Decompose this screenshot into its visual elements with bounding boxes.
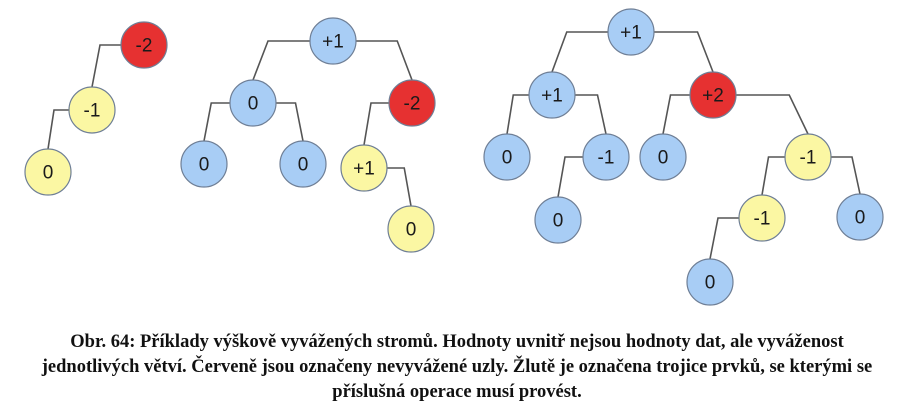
tree-3-node-f-circle xyxy=(534,196,582,244)
tree-3-edge-b-e xyxy=(572,94,607,135)
tree-2-edge-a-b xyxy=(252,40,313,81)
tree-3-node-e: -1 xyxy=(582,133,630,181)
caption-line-3: příslušná operace musí provést. xyxy=(332,382,582,402)
tree-1-node-b-label: -1 xyxy=(84,101,101,122)
tree-2-node-b: 0 xyxy=(229,79,277,127)
figure-caption: Obr. 64: Příklady výškově vyvážených str… xyxy=(0,330,914,405)
tree-2-node-g: 0 xyxy=(387,205,435,253)
tree-3-node-a-circle xyxy=(607,8,655,56)
tree-1-edge-a-b xyxy=(91,44,124,88)
caption-line-2: jednotlivých větví. Červeně jsou označen… xyxy=(41,357,873,377)
edges-layer xyxy=(47,31,861,260)
tree-3-node-i-label: -1 xyxy=(754,209,771,230)
tree-3-node-g: 0 xyxy=(639,133,687,181)
tree-3-node-h-circle xyxy=(784,133,832,181)
tree-2-node-a-circle xyxy=(309,17,357,65)
tree-2-node-d: 0 xyxy=(180,140,228,188)
tree-3-node-j: 0 xyxy=(836,193,884,241)
tree-3-edge-i-k xyxy=(709,217,742,260)
tree-3-node-c: +2 xyxy=(689,71,737,119)
tree-3-node-f: 0 xyxy=(534,196,582,244)
tree-2-edge-b-d xyxy=(203,102,233,142)
tree-3-node-i: -1 xyxy=(738,194,786,242)
tree-2-node-c: -2 xyxy=(388,79,436,127)
tree-2-edge-f-g xyxy=(384,167,412,207)
tree-2-node-d-label: 0 xyxy=(199,155,210,176)
tree-3-node-f-label: 0 xyxy=(553,211,564,232)
tree-2-node-g-circle xyxy=(387,205,435,253)
tree-3-edge-c-g xyxy=(662,94,693,135)
tree-3-node-c-label: +2 xyxy=(702,86,724,107)
tree-3-node-g-circle xyxy=(639,133,687,181)
tree-3-node-j-label: 0 xyxy=(855,208,866,229)
tree-3-node-b-circle xyxy=(528,71,576,119)
tree-2-node-f-label: +1 xyxy=(353,159,375,180)
tree-2-node-f-circle xyxy=(340,144,388,192)
tree-3-node-h-label: -1 xyxy=(800,148,817,169)
tree-2-node-g-label: 0 xyxy=(406,220,417,241)
tree-2-node-b-label: 0 xyxy=(248,94,259,115)
tree-3-node-b: +1 xyxy=(528,71,576,119)
tree-3-edge-a-b xyxy=(551,31,611,73)
tree-3-node-a-label: +1 xyxy=(620,23,642,44)
nodes-layer: -2 -1 0 +1 0 -2 0 0 +1 0 +1 +1 +2 0 -1 0 0 -1 -1 0 0 xyxy=(24,8,884,306)
tree-3-node-e-label: -1 xyxy=(598,148,615,169)
tree-3-node-d: 0 xyxy=(483,133,531,181)
tree-3-node-d-circle xyxy=(483,133,531,181)
tree-3-edge-b-d xyxy=(506,94,532,135)
avl-trees-diagram: -2 -1 0 +1 0 -2 0 0 +1 0 +1 +1 +2 0 -1 0 0 -1 -1 0 0 xyxy=(24,8,884,306)
tree-1-node-a-circle xyxy=(120,21,168,69)
tree-3-edge-h-i xyxy=(761,156,788,196)
tree-3-node-b-label: +1 xyxy=(541,86,563,107)
tree-3-edge-a-c xyxy=(651,31,714,73)
tree-1-node-c-label: 0 xyxy=(43,163,54,184)
tree-2-node-c-label: -2 xyxy=(404,94,421,115)
tree-1-node-c-circle xyxy=(24,148,72,196)
tree-1-edge-b-c xyxy=(47,109,72,150)
tree-3-node-h: -1 xyxy=(784,133,832,181)
tree-3-node-k-label: 0 xyxy=(705,273,716,294)
tree-3-edge-e-f xyxy=(557,156,586,198)
tree-2-node-f: +1 xyxy=(340,144,388,192)
tree-2-node-a-label: +1 xyxy=(322,32,344,53)
tree-1-node-a-label: -2 xyxy=(136,36,153,57)
tree-2-node-a: +1 xyxy=(309,17,357,65)
tree-2-node-d-circle xyxy=(180,140,228,188)
tree-2-node-e-circle xyxy=(279,140,327,188)
tree-1-node-b-circle xyxy=(68,86,116,134)
tree-2-node-c-circle xyxy=(388,79,436,127)
tree-3-node-d-label: 0 xyxy=(502,148,513,169)
tree-3-node-c-circle xyxy=(689,71,737,119)
tree-2-edge-b-e xyxy=(273,102,304,142)
tree-2-node-b-circle xyxy=(229,79,277,127)
caption-line-1: Obr. 64: Příklady výškově vyvážených str… xyxy=(70,332,844,352)
tree-2-edge-c-f xyxy=(363,102,392,146)
tree-3-edge-c-h xyxy=(733,94,809,135)
tree-3-node-a: +1 xyxy=(607,8,655,56)
tree-3-edge-h-j xyxy=(828,156,861,195)
tree-1-node-b: -1 xyxy=(68,86,116,134)
tree-2-edge-a-c xyxy=(353,40,413,81)
tree-3-node-j-circle xyxy=(836,193,884,241)
tree-2-node-e: 0 xyxy=(279,140,327,188)
tree-3-node-g-label: 0 xyxy=(658,148,669,169)
tree-1-node-c: 0 xyxy=(24,148,72,196)
tree-3-node-k-circle xyxy=(686,258,734,306)
tree-3-node-e-circle xyxy=(582,133,630,181)
tree-3-node-k: 0 xyxy=(686,258,734,306)
tree-2-node-e-label: 0 xyxy=(298,155,309,176)
tree-1-node-a: -2 xyxy=(120,21,168,69)
tree-3-node-i-circle xyxy=(738,194,786,242)
